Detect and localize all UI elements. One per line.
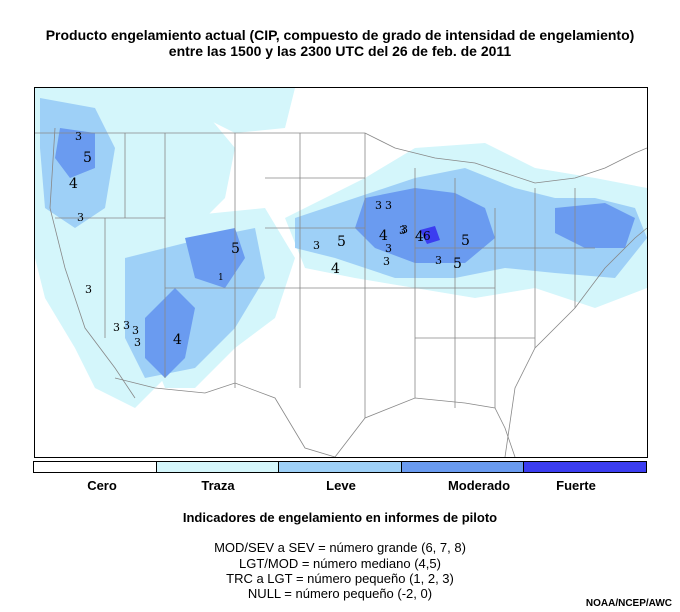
moderate-area-sierra	[145, 288, 195, 378]
pirep-marker: 5	[83, 150, 92, 166]
pirep-marker: 5	[231, 241, 240, 257]
source-credit: NOAA/NCEP/AWC	[585, 598, 672, 609]
legend-swatch-traza	[156, 462, 280, 472]
legend-swatch-cero	[34, 462, 157, 472]
pirep-marker: 5	[461, 233, 470, 249]
chart-title-line2: entre las 1500 y las 2300 UTC del 26 de …	[168, 43, 512, 59]
pirep-marker: 4	[379, 228, 388, 244]
pirep-line: TRC a LGT = número pequeño (1, 2, 3)	[226, 571, 454, 586]
pirep-marker: 3	[113, 321, 120, 334]
pirep-marker: 3	[132, 324, 139, 337]
pirep-marker: 5	[453, 256, 462, 272]
pirep-marker: 3	[401, 223, 408, 236]
pirep-marker: 3	[75, 130, 82, 143]
pirep-line: LGT/MOD = número mediano (4,5)	[239, 556, 441, 571]
map-svg: 3 5 4 3 3 5 1 3 3 3 3 3 4 3 3 5 4 3 3 4 …	[35, 88, 648, 458]
state-lines	[55, 133, 595, 418]
moderate-area-northwest	[55, 128, 95, 178]
pirep-marker: 3	[134, 336, 141, 349]
legend-label-fuerte: Fuerte	[556, 478, 596, 493]
chart-title-line1: Producto engelamiento actual (CIP, compu…	[45, 27, 635, 43]
pirep-marker: 4	[331, 261, 340, 277]
pirep-marker: 4	[173, 332, 182, 348]
boundaries	[35, 127, 648, 458]
pirep-marker: 1	[218, 273, 224, 283]
legend-swatch-fuerte	[524, 462, 646, 472]
pirep-marker: 3	[383, 255, 390, 268]
pirep-line: MOD/SEV a SEV = número grande (6, 7, 8)	[214, 540, 466, 555]
trace-area-north	[75, 88, 295, 133]
gulf-coast	[334, 397, 516, 458]
legend-label-cero: Cero	[87, 478, 117, 493]
icing-legend-bar	[33, 461, 647, 473]
icing-map: 3 5 4 3 3 5 1 3 3 3 3 3 4 3 3 5 4 3 3 4 …	[34, 87, 648, 458]
pirep-marker: 5	[337, 234, 346, 250]
pirep-heading: Indicadores de engelamiento en informes …	[182, 510, 498, 525]
legend-label-traza: Traza	[201, 478, 235, 493]
pirep-marker: 6	[423, 229, 431, 243]
pirep-marker: 3	[385, 242, 392, 255]
canada-border	[35, 132, 648, 184]
pirep-marker: 4	[415, 229, 424, 245]
pirep-marker: 3	[435, 254, 442, 267]
pirep-marker: 3	[313, 239, 320, 252]
legend-label-moderado: Moderado	[447, 478, 511, 493]
severe-area-ohio	[420, 226, 440, 244]
legend-swatch-moderado	[401, 462, 525, 472]
pirep-marker: 4	[69, 176, 78, 192]
pirep-markers: 3 5 4 3 3 5 1 3 3 3 3 3 4 3 3 5 4 3 3 4 …	[69, 130, 470, 349]
pirep-marker: 3	[399, 224, 406, 237]
pirep-line: NULL = número pequeño (-2, 0)	[247, 586, 433, 601]
west-coast	[49, 127, 136, 399]
pirep-marker: 3	[123, 319, 130, 332]
pirep-marker: 3	[375, 199, 382, 212]
moderate-area-greatlakes	[355, 188, 495, 263]
pirep-marker: 3	[77, 211, 84, 224]
moderate-area-rockies	[185, 228, 245, 288]
legend-swatch-leve	[279, 462, 402, 472]
legend-label-leve: Leve	[326, 478, 356, 493]
pirep-marker: 3	[385, 199, 392, 212]
pirep-marker: 3	[85, 283, 92, 296]
